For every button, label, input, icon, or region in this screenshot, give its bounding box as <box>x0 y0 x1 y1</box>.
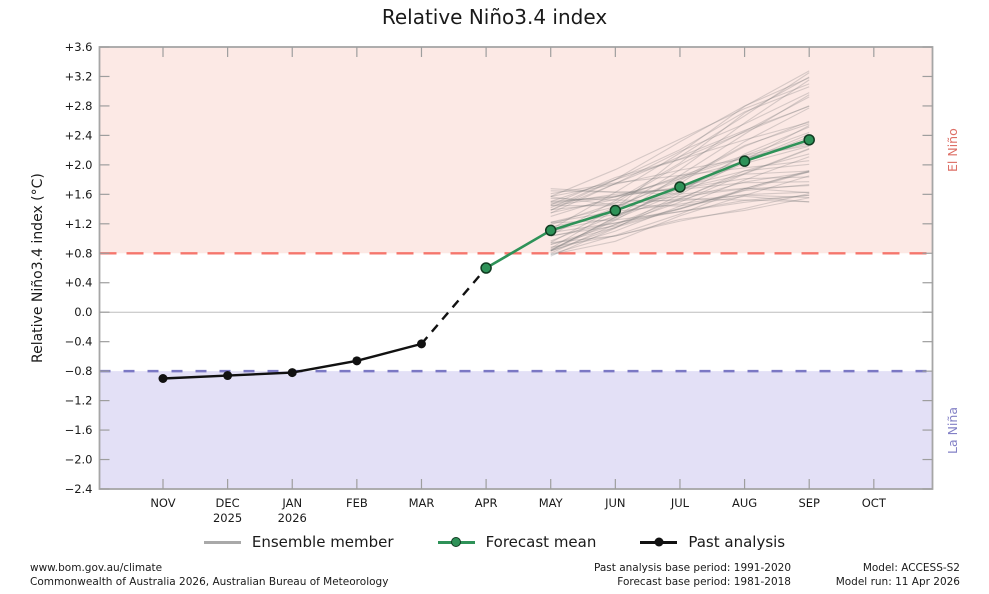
forecast-mean-point <box>674 181 686 193</box>
svg-text:+3.6: +3.6 <box>65 40 93 54</box>
legend-item-ensemble: Ensemble member <box>203 533 394 551</box>
past-line-icon <box>640 537 678 547</box>
forecast-mean-point <box>738 155 751 167</box>
legend-item-forecast: Forecast mean <box>437 533 597 551</box>
past-analysis-point <box>416 339 426 349</box>
svg-text:MAY: MAY <box>539 496 564 510</box>
forecast-mean-point <box>803 134 815 146</box>
footer-forecast-base: Forecast base period: 1981-2018 <box>617 575 791 588</box>
legend-label-past: Past analysis <box>688 533 786 551</box>
svg-text:+1.2: +1.2 <box>65 217 93 231</box>
svg-text:FEB: FEB <box>346 496 368 510</box>
ensemble-line-icon <box>203 540 241 544</box>
footer-model-run: Model run: 11 Apr 2026 <box>835 575 960 588</box>
chart-canvas: +3.6 +3.2 +2.8 +2.4 +2.0 +1.6 +1.2 +0.8 +0.4 0.0 −… <box>65 40 934 525</box>
past-analysis-point <box>223 371 233 381</box>
la-nina-label: La Niña <box>945 406 960 454</box>
footer-url: www.bom.gov.au/climate <box>30 562 163 574</box>
forecast-line-icon <box>437 537 475 547</box>
past-analysis-point <box>158 374 168 383</box>
footer-model-info: Model: ACCESS-S2 Model run: 11 Apr 2026 <box>836 562 960 589</box>
svg-text:AUG: AUG <box>732 496 757 510</box>
svg-text:DEC: DEC <box>216 496 240 510</box>
legend-label-forecast: Forecast mean <box>485 533 597 551</box>
forecast-mean-line <box>485 138 810 270</box>
legend-label-ensemble: Ensemble member <box>251 533 394 551</box>
forecast-mean-point <box>480 262 492 274</box>
past-analysis-point <box>287 368 297 378</box>
svg-text:−0.4: −0.4 <box>65 335 93 349</box>
svg-text:MAR: MAR <box>409 496 435 510</box>
svg-text:+3.2: +3.2 <box>65 69 93 83</box>
svg-text:JUN: JUN <box>604 496 625 510</box>
legend: Ensemble member Forecast mean Past analy… <box>0 533 989 551</box>
footer-model: Model: ACCESS-S2 <box>862 562 960 574</box>
plot-frame <box>98 46 934 490</box>
legend-item-past: Past analysis <box>640 533 785 551</box>
svg-text:−1.2: −1.2 <box>65 394 93 408</box>
footer-base-periods: Past analysis base period: 1991-2020 For… <box>594 562 791 589</box>
el-nino-label: El Niño <box>945 128 960 172</box>
forecast-mean-point <box>544 224 557 237</box>
svg-text:JUL: JUL <box>670 496 690 510</box>
svg-text:SEP: SEP <box>798 496 820 510</box>
svg-text:+0.4: +0.4 <box>65 276 93 290</box>
forecast-dot-icon <box>451 537 462 547</box>
transition-dashed-line <box>420 267 488 345</box>
footer-source: www.bom.gov.au/climate Commonwealth of A… <box>30 562 388 589</box>
svg-text:−1.6: −1.6 <box>65 423 93 437</box>
axis-ticks <box>99 46 933 490</box>
svg-text:2026: 2026 <box>278 511 307 525</box>
svg-text:NOV: NOV <box>150 496 175 510</box>
svg-text:JAN: JAN <box>281 496 302 510</box>
svg-text:OCT: OCT <box>862 496 887 510</box>
svg-text:0.0: 0.0 <box>74 305 92 319</box>
svg-text:+1.6: +1.6 <box>65 187 93 201</box>
svg-text:+2.8: +2.8 <box>65 99 93 113</box>
svg-text:−2.4: −2.4 <box>65 482 93 496</box>
la-nina-region <box>99 371 933 489</box>
svg-text:−2.0: −2.0 <box>65 453 93 467</box>
ensemble-members <box>550 70 810 257</box>
past-dot-icon <box>654 537 664 547</box>
page-title: Relative Niño3.4 index <box>381 5 608 29</box>
svg-text:+2.0: +2.0 <box>65 158 93 172</box>
svg-text:2025: 2025 <box>213 511 242 525</box>
footer-copyright: Commonwealth of Australia 2026, Australi… <box>30 575 389 588</box>
svg-text:−0.8: −0.8 <box>65 364 93 378</box>
footer: www.bom.gov.au/climate Commonwealth of A… <box>0 562 989 592</box>
svg-text:+0.8: +0.8 <box>65 246 93 260</box>
svg-text:APR: APR <box>475 496 498 510</box>
el-nino-region <box>99 47 933 254</box>
y-axis-label: Relative Niño3.4 index (°C) <box>30 173 46 363</box>
svg-text:+2.4: +2.4 <box>65 128 93 142</box>
past-analysis-point <box>352 356 362 366</box>
footer-past-base: Past analysis base period: 1991-2020 <box>594 562 791 574</box>
forecast-mean-point <box>609 204 622 217</box>
axis-tick-labels: +3.6 +3.2 +2.8 +2.4 +2.0 +1.6 +1.2 +0.8 +0.4 0.0 −… <box>65 40 887 525</box>
